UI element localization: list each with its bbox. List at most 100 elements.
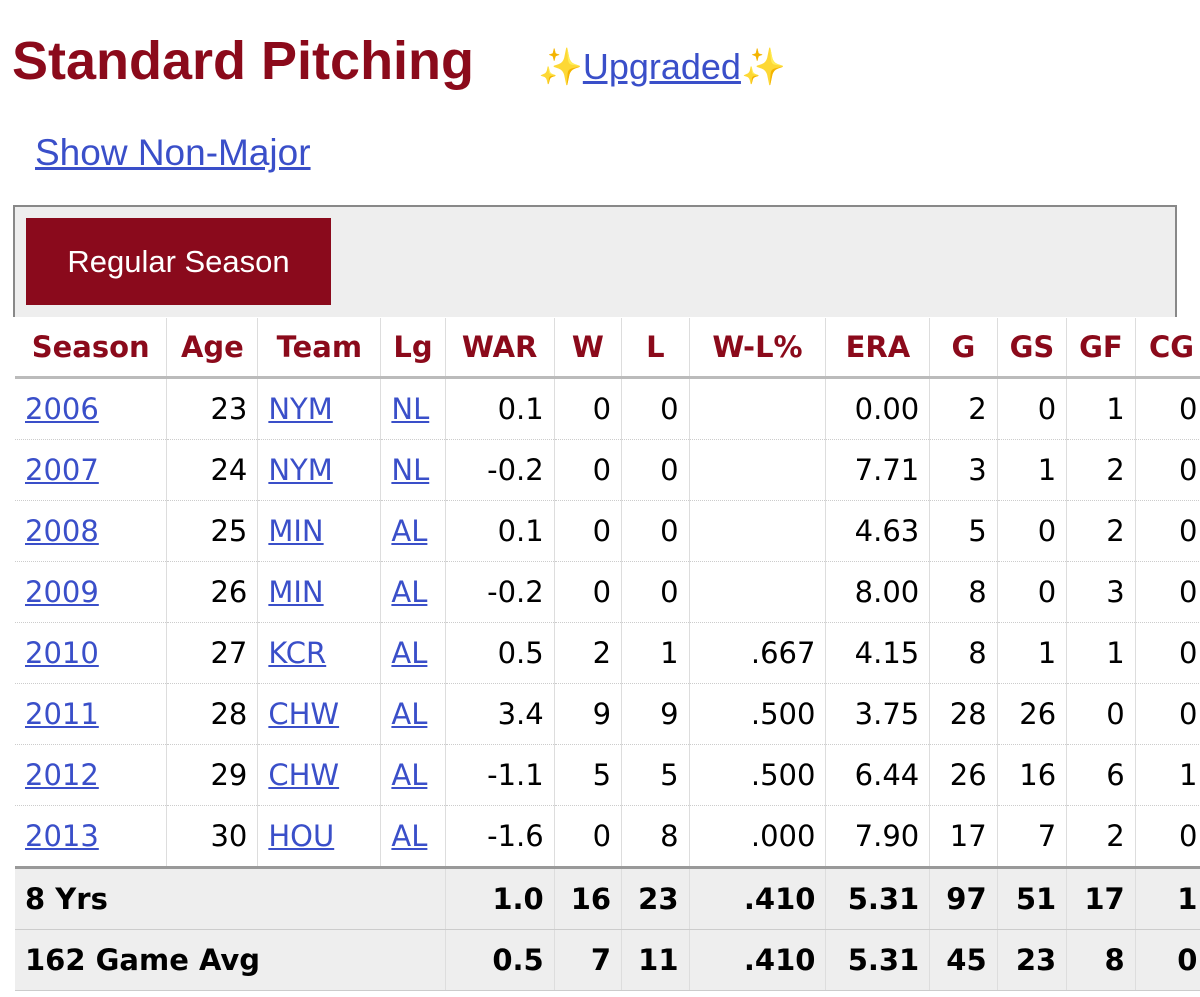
- team-link[interactable]: NYM: [268, 453, 333, 487]
- cell: AL: [380, 500, 446, 562]
- season-link[interactable]: 2012: [25, 758, 99, 792]
- cell: 3: [929, 439, 998, 501]
- league-link[interactable]: NL: [391, 453, 430, 487]
- season-link[interactable]: 2011: [25, 697, 99, 731]
- cell: NL: [380, 377, 446, 440]
- cell: 0: [553, 439, 622, 501]
- team-link[interactable]: HOU: [268, 819, 335, 853]
- cell: -0.2: [444, 561, 555, 623]
- show-non-major-link[interactable]: Show Non-Major: [35, 132, 311, 173]
- summary-cell: 0: [1134, 929, 1200, 991]
- cell: 0: [1134, 377, 1200, 440]
- season-link[interactable]: 2009: [25, 575, 99, 609]
- column-header[interactable]: Lg: [380, 318, 446, 379]
- team-link[interactable]: NYM: [268, 392, 333, 426]
- cell: 3.75: [825, 683, 930, 745]
- cell: 3: [1066, 561, 1136, 623]
- column-header[interactable]: W-L%: [688, 318, 826, 379]
- summary-cell: 5.31: [825, 929, 930, 991]
- cell: 2008: [15, 500, 167, 562]
- summary-cell: 45: [929, 929, 998, 991]
- cell: 27: [166, 622, 258, 684]
- summary-row: 162 Game Avg 0.5 7 11.410 5.31 45 23 8 0: [15, 929, 1200, 991]
- cell: 7.90: [825, 805, 930, 868]
- season-link[interactable]: 2006: [25, 392, 99, 426]
- cell: 3.4: [444, 683, 555, 745]
- data-row: 2006 23 NYM NL 0.1 0 0 0.00 2 0 1 0: [15, 377, 1200, 440]
- cell: 8: [929, 622, 998, 684]
- column-header[interactable]: CG: [1134, 318, 1200, 379]
- summary-cell: 16: [553, 866, 622, 930]
- cell: -1.6: [444, 805, 555, 868]
- column-header[interactable]: G: [929, 318, 998, 379]
- cell: CHW: [257, 744, 381, 806]
- league-link[interactable]: NL: [391, 392, 430, 426]
- team-link[interactable]: CHW: [268, 758, 340, 792]
- cell: MIN: [257, 500, 381, 562]
- summary-cell: 17: [1066, 866, 1136, 930]
- cell: [688, 377, 826, 440]
- league-link[interactable]: AL: [391, 636, 428, 670]
- team-link[interactable]: MIN: [268, 575, 324, 609]
- cell: 9: [621, 683, 690, 745]
- tab-button[interactable]: Regular Season: [26, 218, 331, 305]
- cell: 0: [621, 439, 690, 501]
- data-row: 2012 29 CHW AL -1.1 5 5.500 6.44 26 16 6 1: [15, 744, 1200, 806]
- column-header[interactable]: Age: [166, 318, 258, 379]
- cell: 23: [166, 377, 258, 440]
- league-link[interactable]: AL: [391, 758, 428, 792]
- cell: 0: [996, 377, 1067, 440]
- cell: 0: [1134, 805, 1200, 868]
- upgraded-link[interactable]: Upgraded: [582, 46, 741, 87]
- team-link[interactable]: CHW: [268, 697, 340, 731]
- summary-cell: 1: [1134, 866, 1200, 930]
- summary-cell: 11: [621, 929, 690, 991]
- cell: AL: [380, 744, 446, 806]
- upgraded: ✨Upgraded✨: [538, 46, 786, 88]
- season-link[interactable]: 2010: [25, 636, 99, 670]
- cell: 1: [621, 622, 690, 684]
- column-header[interactable]: ERA: [825, 318, 930, 379]
- column-header[interactable]: L: [621, 318, 690, 379]
- cell: 0: [553, 500, 622, 562]
- data-row: 2007 24 NYM NL -0.2 0 0 7.71 3 1 2 0: [15, 439, 1200, 501]
- summary-cell: 51: [996, 866, 1067, 930]
- cell: 2007: [15, 439, 167, 501]
- data-row: 2010 27 KCR AL 0.5 2 1.667 4.15 8 1 1 0: [15, 622, 1200, 684]
- cell: 2011: [15, 683, 167, 745]
- cell: 0: [553, 805, 622, 868]
- cell: 2006: [15, 377, 167, 440]
- cell: 25: [166, 500, 258, 562]
- cell: 2013: [15, 805, 167, 868]
- cell: .000: [688, 805, 826, 868]
- column-header[interactable]: Season: [15, 318, 167, 379]
- league-link[interactable]: AL: [391, 575, 428, 609]
- team-link[interactable]: MIN: [268, 514, 324, 548]
- cell: 26: [929, 744, 998, 806]
- cell: 2009: [15, 561, 167, 623]
- cell: 1: [1066, 622, 1136, 684]
- cell: 0.5: [444, 622, 555, 684]
- team-link[interactable]: KCR: [268, 636, 327, 670]
- summary-row: 8 Yrs 1.0 16 23.410 5.31 97 51 17 1: [15, 866, 1200, 930]
- season-link[interactable]: 2013: [25, 819, 99, 853]
- cell: 0.1: [444, 500, 555, 562]
- league-link[interactable]: AL: [391, 514, 428, 548]
- summary-cell: 0.5: [444, 929, 555, 991]
- column-header[interactable]: Team: [257, 318, 381, 379]
- cell: 6: [1066, 744, 1136, 806]
- league-link[interactable]: AL: [391, 697, 428, 731]
- league-link[interactable]: AL: [391, 819, 428, 853]
- column-header[interactable]: GF: [1066, 318, 1136, 379]
- cell: 26: [996, 683, 1067, 745]
- column-header[interactable]: WAR: [444, 318, 555, 379]
- season-link[interactable]: 2008: [25, 514, 99, 548]
- summary-label: 162 Game Avg: [15, 929, 446, 991]
- cell: 2: [1066, 439, 1136, 501]
- season-link[interactable]: 2007: [25, 453, 99, 487]
- cell: 24: [166, 439, 258, 501]
- column-header[interactable]: GS: [996, 318, 1067, 379]
- column-header[interactable]: W: [553, 318, 622, 379]
